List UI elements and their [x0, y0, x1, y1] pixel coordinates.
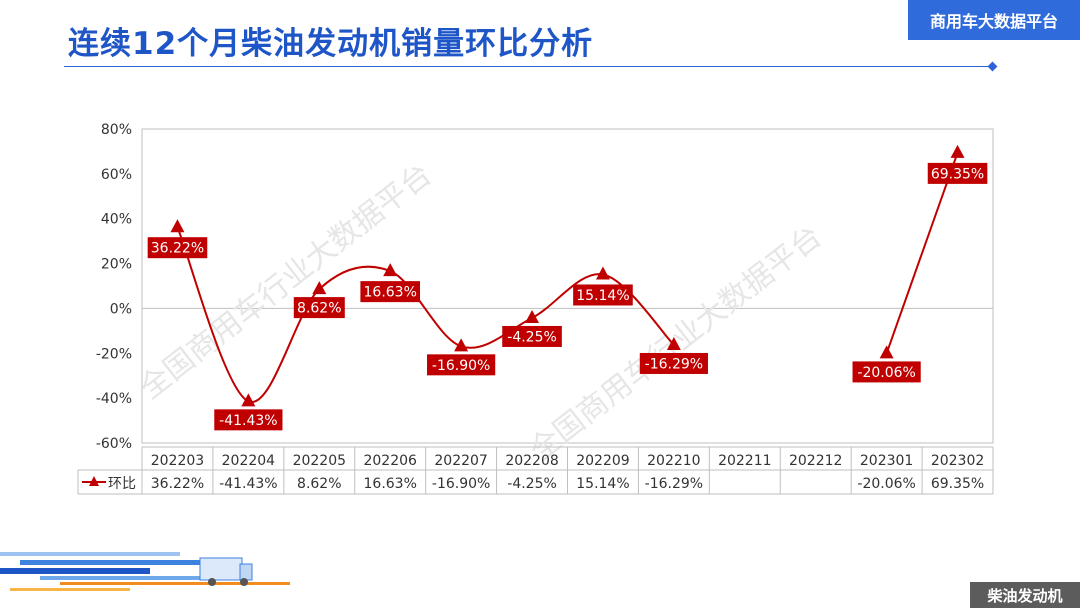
table-value: -4.25%	[507, 476, 557, 492]
data-point	[666, 336, 681, 350]
data-point	[241, 393, 256, 407]
y-tick-label: 40%	[101, 212, 132, 228]
x-tick-label: 202210	[647, 453, 700, 469]
y-tick-label: -40%	[96, 391, 132, 407]
table-value: 8.62%	[297, 476, 341, 492]
x-tick-label: 202204	[222, 453, 276, 469]
data-label-box	[360, 281, 421, 303]
data-label: 8.62%	[297, 301, 341, 317]
x-tick-label: 202209	[576, 453, 629, 469]
y-tick-label: 0%	[110, 301, 132, 317]
x-tick-label: 202208	[505, 453, 558, 469]
legend-label: 环比	[108, 476, 136, 492]
y-tick-label: -60%	[96, 436, 132, 452]
table-value: -20.06%	[857, 476, 915, 492]
footer-category-tag: 柴油发动机	[970, 582, 1080, 608]
data-point	[454, 338, 469, 352]
data-label-box	[639, 352, 708, 374]
legend-marker	[89, 476, 99, 486]
data-point	[525, 309, 540, 323]
table-value: 16.63%	[364, 476, 417, 492]
data-label-box	[147, 237, 208, 259]
table-value: 36.22%	[151, 476, 204, 492]
data-label: 15.14%	[576, 288, 629, 304]
y-tick-label: -20%	[96, 346, 132, 362]
x-tick-label: 202212	[789, 453, 842, 469]
data-label: 36.22%	[151, 241, 204, 257]
data-label: -41.43%	[219, 413, 277, 429]
y-tick-label: 80%	[101, 122, 132, 138]
data-point	[383, 263, 398, 277]
x-tick-label: 202203	[151, 453, 204, 469]
x-tick-label: 202207	[434, 453, 487, 469]
data-label: -20.06%	[857, 365, 915, 381]
data-label-box	[427, 354, 496, 376]
data-point	[312, 281, 327, 295]
x-tick-label: 202302	[931, 453, 984, 469]
data-label-box	[214, 409, 283, 431]
title-divider	[64, 66, 992, 67]
data-point	[950, 144, 965, 158]
x-tick-label: 202301	[860, 453, 913, 469]
x-tick-label: 202211	[718, 453, 771, 469]
data-label: -16.29%	[645, 356, 703, 372]
data-label-box	[852, 361, 921, 383]
table-value: 15.14%	[576, 476, 629, 492]
table-value: 69.35%	[931, 476, 984, 492]
data-label-box	[293, 297, 345, 319]
data-label-box	[927, 162, 988, 184]
data-label-box	[502, 325, 562, 347]
data-point	[595, 266, 610, 280]
data-label: 69.35%	[931, 166, 984, 182]
y-tick-label: 20%	[101, 257, 132, 273]
data-point	[879, 345, 894, 359]
brand-badge: 商用车大数据平台	[908, 0, 1080, 40]
page-title: 连续12个月柴油发动机销量环比分析	[68, 26, 594, 62]
table-value: -41.43%	[219, 476, 277, 492]
data-label: 16.63%	[364, 285, 417, 301]
trucks-decoration	[0, 552, 290, 591]
data-label: -16.90%	[432, 358, 490, 374]
x-tick-label: 202206	[363, 453, 417, 469]
data-label: -4.25%	[507, 329, 557, 345]
plot-area	[141, 128, 994, 444]
table-value: -16.29%	[645, 476, 703, 492]
y-tick-label: 60%	[101, 167, 132, 183]
table-value: -16.90%	[432, 476, 490, 492]
data-label-box	[573, 284, 633, 306]
x-tick-label: 202205	[293, 453, 346, 469]
data-point	[170, 219, 185, 233]
